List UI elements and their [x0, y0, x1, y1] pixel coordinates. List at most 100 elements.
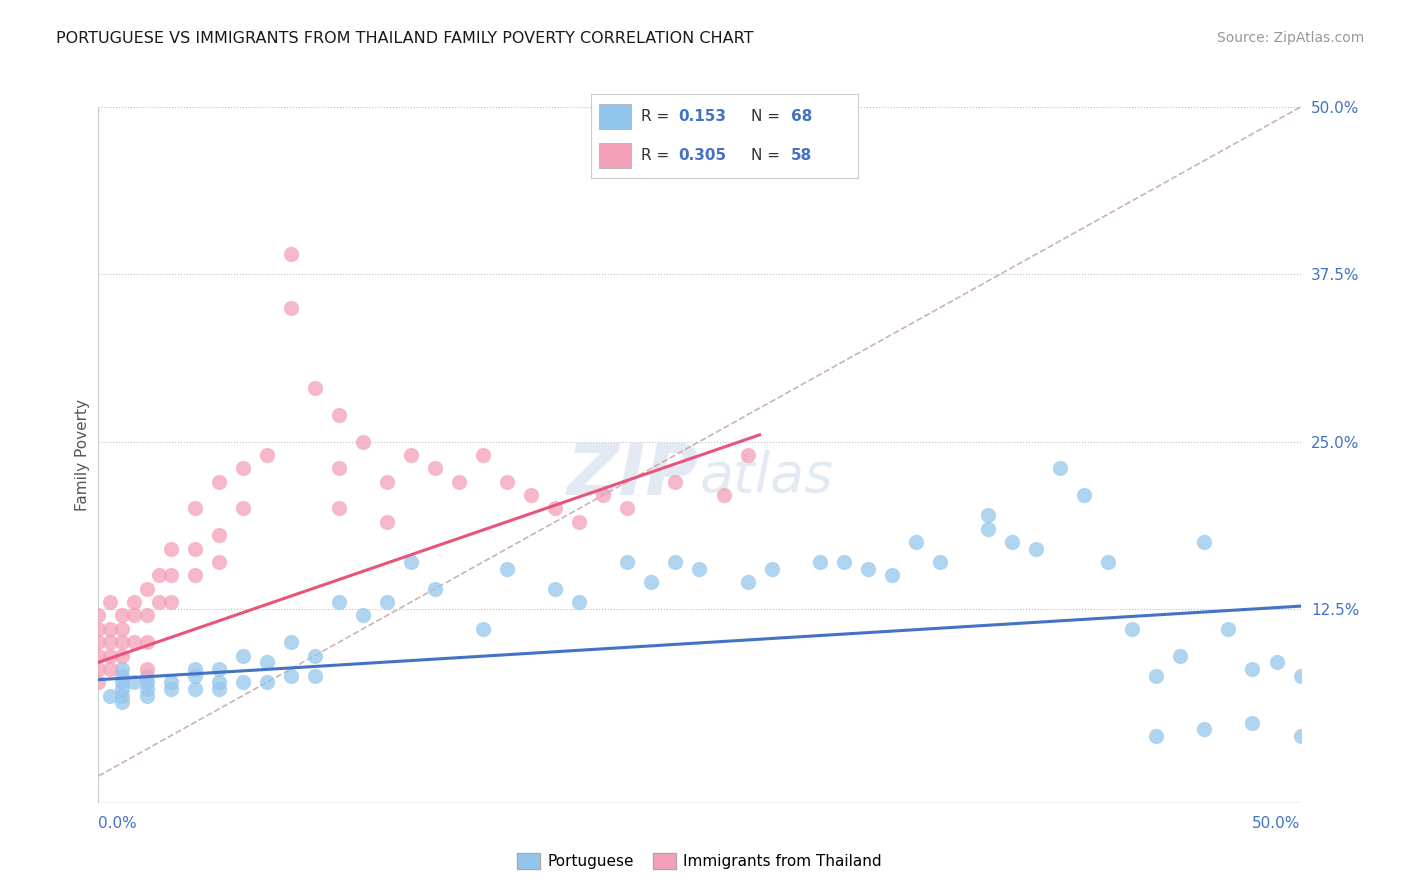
Point — [124, 635, 146, 649]
Text: PORTUGUESE VS IMMIGRANTS FROM THAILAND FAMILY POVERTY CORRELATION CHART: PORTUGUESE VS IMMIGRANTS FROM THAILAND F… — [56, 31, 754, 46]
Point — [328, 595, 350, 609]
Point — [689, 562, 711, 576]
Point — [135, 675, 157, 690]
Point — [1144, 729, 1167, 743]
Point — [135, 582, 157, 596]
Point — [1121, 622, 1143, 636]
Point — [737, 575, 759, 590]
Point — [1144, 669, 1167, 683]
Point — [87, 648, 110, 663]
Point — [1049, 461, 1071, 475]
Point — [256, 448, 278, 462]
Point — [183, 662, 205, 676]
Point — [1265, 655, 1288, 669]
Point — [159, 568, 181, 582]
Point — [111, 669, 134, 683]
Point — [447, 475, 470, 489]
Point — [761, 562, 783, 576]
Text: 68: 68 — [790, 109, 813, 124]
Point — [111, 681, 134, 696]
Point — [616, 501, 638, 516]
Point — [111, 608, 134, 623]
Y-axis label: Family Poverty: Family Poverty — [75, 399, 90, 511]
Point — [399, 555, 422, 569]
Point — [111, 696, 134, 710]
Text: R =: R = — [641, 109, 675, 124]
Point — [256, 655, 278, 669]
Text: N =: N = — [751, 109, 785, 124]
Point — [423, 582, 446, 596]
Point — [423, 461, 446, 475]
Point — [568, 515, 591, 529]
Point — [87, 622, 110, 636]
Point — [232, 501, 254, 516]
Point — [100, 595, 122, 609]
Point — [280, 301, 302, 315]
Point — [183, 568, 205, 582]
Text: N =: N = — [751, 148, 785, 163]
Point — [135, 635, 157, 649]
FancyBboxPatch shape — [599, 143, 630, 169]
Point — [496, 475, 519, 489]
Point — [1170, 648, 1192, 663]
Point — [232, 461, 254, 475]
Point — [328, 501, 350, 516]
Point — [148, 568, 170, 582]
Point — [232, 648, 254, 663]
Point — [183, 501, 205, 516]
Point — [1073, 488, 1095, 502]
Text: 0.305: 0.305 — [679, 148, 727, 163]
Point — [159, 541, 181, 556]
Point — [111, 675, 134, 690]
Point — [208, 681, 231, 696]
Text: Source: ZipAtlas.com: Source: ZipAtlas.com — [1216, 31, 1364, 45]
Point — [159, 681, 181, 696]
Point — [399, 448, 422, 462]
Point — [135, 608, 157, 623]
Point — [1289, 669, 1312, 683]
Point — [568, 595, 591, 609]
Point — [856, 562, 879, 576]
Point — [520, 488, 543, 502]
Point — [124, 608, 146, 623]
Point — [280, 669, 302, 683]
Point — [1289, 729, 1312, 743]
Point — [111, 622, 134, 636]
Point — [280, 635, 302, 649]
Point — [375, 475, 398, 489]
Point — [544, 501, 567, 516]
Point — [183, 669, 205, 683]
Point — [664, 475, 686, 489]
Point — [1194, 535, 1216, 549]
Point — [977, 521, 1000, 535]
Point — [304, 648, 326, 663]
Point — [1097, 555, 1119, 569]
Point — [472, 448, 495, 462]
Point — [111, 648, 134, 663]
Point — [1241, 715, 1264, 730]
Point — [713, 488, 735, 502]
Point — [124, 595, 146, 609]
Point — [135, 689, 157, 703]
Point — [280, 247, 302, 261]
Point — [375, 515, 398, 529]
Text: 50.0%: 50.0% — [1253, 816, 1301, 831]
Point — [472, 622, 495, 636]
Point — [496, 562, 519, 576]
Point — [87, 662, 110, 676]
Text: atlas: atlas — [700, 450, 834, 502]
Point — [737, 448, 759, 462]
Point — [124, 675, 146, 690]
Point — [375, 595, 398, 609]
Point — [544, 582, 567, 596]
Point — [304, 669, 326, 683]
Point — [328, 408, 350, 422]
Point — [100, 689, 122, 703]
Point — [1194, 723, 1216, 737]
Text: 58: 58 — [790, 148, 813, 163]
Text: 0.153: 0.153 — [679, 109, 727, 124]
Point — [111, 635, 134, 649]
Point — [111, 689, 134, 703]
Point — [832, 555, 855, 569]
Point — [208, 555, 231, 569]
